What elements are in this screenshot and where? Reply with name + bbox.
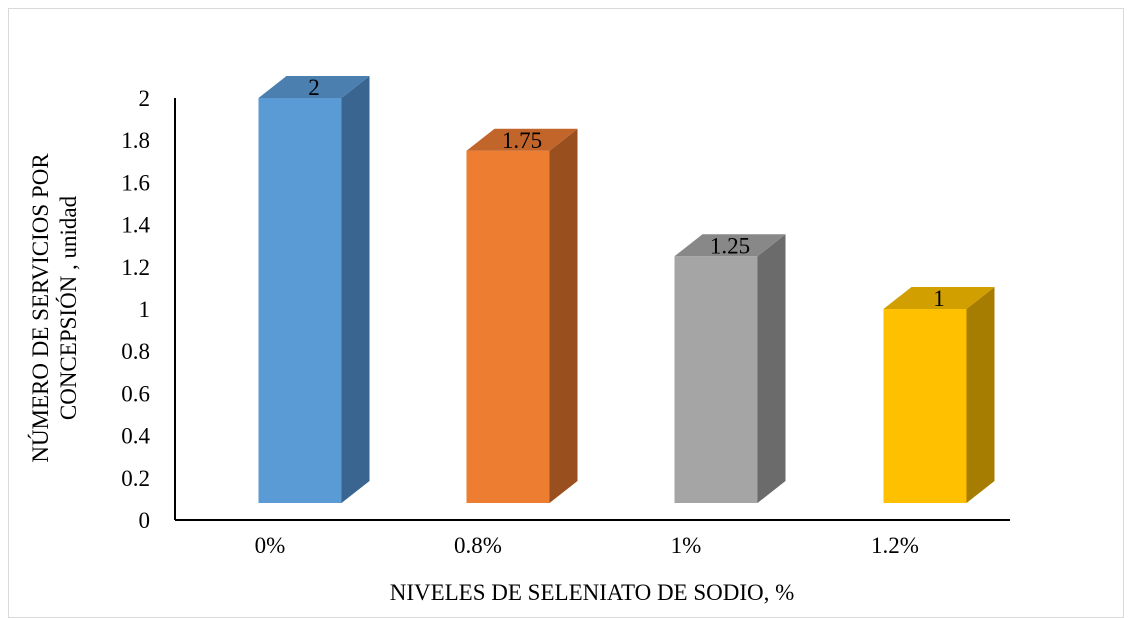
y-axis-title-line-2: CONCEPSIÓN , unidad [55, 195, 81, 420]
bar-front [466, 150, 550, 503]
bar-top [883, 287, 995, 309]
bar-side [966, 287, 995, 503]
x-tick-label: 1.2% [871, 533, 919, 558]
y-tick-label: 1.6 [121, 170, 150, 195]
bar-1.2% [883, 287, 995, 503]
y-tick-label: 0.2 [121, 466, 150, 491]
bar-top [674, 234, 786, 257]
y-tick-label: 0.8 [121, 339, 150, 364]
y-tick-label: 0.4 [121, 424, 150, 449]
y-tick-label: 1.4 [121, 213, 150, 238]
bar-side [757, 234, 786, 503]
data-label: 1.75 [502, 128, 542, 153]
bar-front [883, 309, 967, 503]
data-label: 1 [933, 286, 945, 311]
x-tick-label: 0.8% [454, 533, 502, 558]
x-tick-label: 0% [255, 533, 286, 558]
data-labels: 2 1.75 1.25 1 [308, 75, 945, 311]
y-tick-label: 2 [139, 86, 151, 111]
bar-side [549, 128, 578, 503]
bar-front [258, 98, 342, 503]
data-label: 2 [308, 75, 320, 100]
bar-0% [258, 76, 370, 503]
y-tick-label: 1 [139, 297, 151, 322]
y-tick-label: 1.2 [121, 255, 150, 280]
y-tick-label: 0 [139, 508, 151, 533]
bar-0.8% [466, 128, 578, 503]
y-tick-label: 1.8 [121, 128, 150, 153]
bar-top [466, 128, 578, 151]
bar-chart: 0 0.2 0.4 0.6 0.8 1 1.2 1.4 1.6 1.8 2 0% 0.8% 1% 1.2%… [27, 75, 1010, 605]
x-tick-label: 1% [671, 533, 702, 558]
y-axis-title-line-1: NÚMERO DE SERVICIOS POR [27, 153, 53, 463]
bars-layer [258, 76, 995, 503]
bar-1% [674, 234, 786, 503]
y-tick-labels: 0 0.2 0.4 0.6 0.8 1 1.2 1.4 1.6 1.8 2 [121, 86, 150, 533]
bar-front [674, 256, 758, 503]
x-tick-labels: 0% 0.8% 1% 1.2% [255, 533, 919, 558]
data-label: 1.25 [710, 233, 750, 258]
x-axis-title: NIVELES DE SELENIATO DE SODIO, % [390, 580, 795, 605]
bar-top [258, 76, 370, 98]
y-tick-label: 0.6 [121, 381, 150, 406]
bar-side [341, 76, 370, 503]
